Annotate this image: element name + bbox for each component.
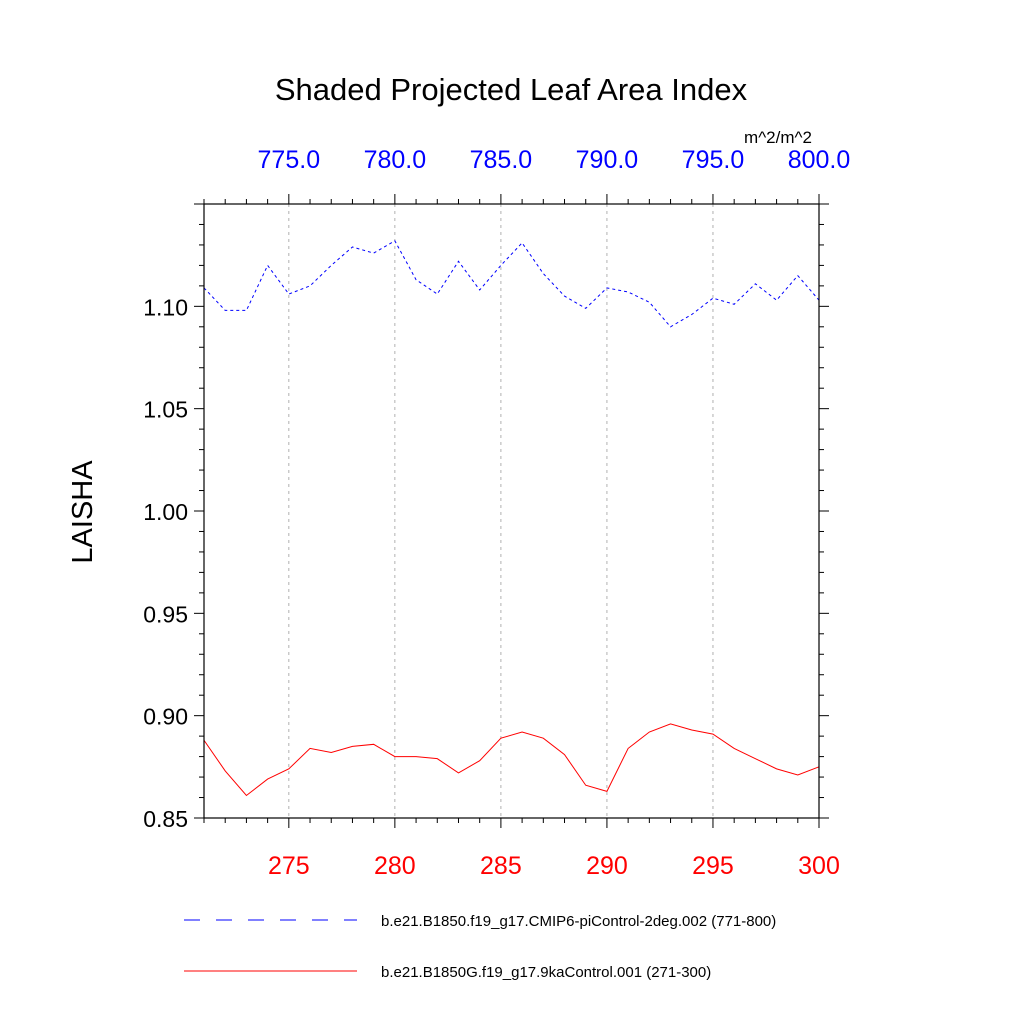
series-line-2 <box>203 723 820 797</box>
units-label: m^2/m^2 <box>744 128 812 147</box>
y-tick-label: 1.00 <box>143 499 188 525</box>
y-tick-label: 0.95 <box>143 601 188 627</box>
y-tick-label: 1.05 <box>143 397 188 423</box>
series-layer <box>203 240 820 797</box>
x-tick-label: 290 <box>586 852 628 880</box>
y-tick-label: 0.90 <box>143 704 188 730</box>
y-axis-label: LAISHA <box>67 460 99 564</box>
x-tick-label: 285 <box>480 852 522 880</box>
top-tick-label: 780.0 <box>364 146 427 174</box>
axes: 0.85 0.90 0.95 1.00 1.05 1.10 275 280 285 290 295 3… <box>143 146 850 880</box>
top-tick-label: 795.0 <box>682 146 745 174</box>
top-tick-label: 800.0 <box>788 146 851 174</box>
chart-title: Shaded Projected Leaf Area Index <box>275 72 748 107</box>
x-tick-label: 300 <box>798 852 840 880</box>
legend-label-1: b.e21.B1850.f19_g17.CMIP6-piControl-2deg… <box>381 913 776 930</box>
x-tick-label: 295 <box>692 852 734 880</box>
top-tick-label: 775.0 <box>258 146 321 174</box>
x-tick-label: 280 <box>374 852 416 880</box>
y-tick-label: 1.10 <box>143 294 188 320</box>
top-tick-label: 790.0 <box>576 146 639 174</box>
plot-frame <box>203 203 820 819</box>
x-tick-label: 275 <box>268 852 310 880</box>
series-line-1 <box>203 240 820 328</box>
legend-label-2: b.e21.B1850G.f19_g17.9kaControl.001 (271… <box>381 964 711 981</box>
y-tick-label: 0.85 <box>143 806 188 832</box>
grid <box>288 204 714 818</box>
top-tick-label: 785.0 <box>470 146 533 174</box>
legend: b.e21.B1850.f19_g17.CMIP6-piControl-2deg… <box>184 913 776 981</box>
